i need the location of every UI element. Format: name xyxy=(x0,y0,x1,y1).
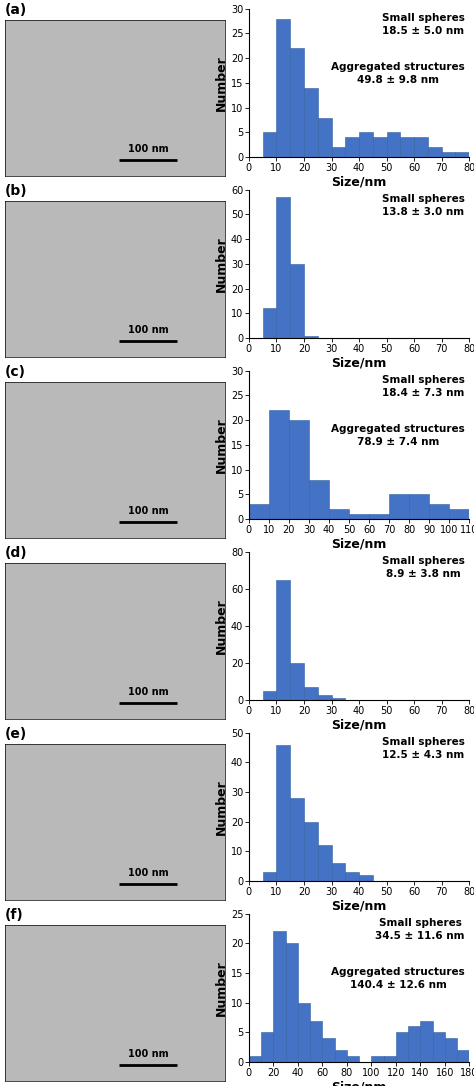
Bar xyxy=(409,494,429,519)
Bar xyxy=(369,514,389,519)
Bar xyxy=(401,137,414,157)
Bar xyxy=(449,509,469,519)
X-axis label: Size/nm: Size/nm xyxy=(331,356,387,369)
Text: (f): (f) xyxy=(5,908,24,922)
Bar xyxy=(290,48,304,157)
Y-axis label: Number: Number xyxy=(215,417,228,472)
Bar xyxy=(373,137,387,157)
Bar xyxy=(289,420,309,519)
Bar xyxy=(445,1038,457,1062)
Text: Aggregated structures
140.4 ± 12.6 nm: Aggregated structures 140.4 ± 12.6 nm xyxy=(331,968,465,989)
Text: 100 nm: 100 nm xyxy=(128,686,168,697)
Y-axis label: Number: Number xyxy=(215,598,228,654)
Bar xyxy=(331,863,345,881)
Bar xyxy=(263,132,276,157)
Text: (b): (b) xyxy=(5,185,27,199)
Bar xyxy=(290,662,304,700)
X-axis label: Size/nm: Size/nm xyxy=(331,176,387,189)
Text: 100 nm: 100 nm xyxy=(128,868,168,877)
Bar xyxy=(359,875,373,881)
Bar xyxy=(359,132,373,157)
Bar xyxy=(429,504,449,519)
Bar xyxy=(276,580,290,700)
Bar xyxy=(396,1033,408,1062)
Bar xyxy=(310,1021,322,1062)
Text: 100 nm: 100 nm xyxy=(128,506,168,516)
Bar xyxy=(387,132,401,157)
Bar xyxy=(371,1057,383,1062)
Bar xyxy=(276,745,290,881)
Bar xyxy=(249,1057,261,1062)
Text: (e): (e) xyxy=(5,728,27,742)
Text: 100 nm: 100 nm xyxy=(128,1049,168,1059)
Text: Aggregated structures
78.9 ± 7.4 nm: Aggregated structures 78.9 ± 7.4 nm xyxy=(331,425,465,446)
Text: 100 nm: 100 nm xyxy=(128,143,168,154)
Text: Small spheres
8.9 ± 3.8 nm: Small spheres 8.9 ± 3.8 nm xyxy=(382,556,465,579)
Text: Small spheres
12.5 ± 4.3 nm: Small spheres 12.5 ± 4.3 nm xyxy=(382,737,465,759)
Bar xyxy=(273,932,285,1062)
Bar xyxy=(285,944,298,1062)
Bar xyxy=(249,504,269,519)
Bar xyxy=(318,117,331,157)
Bar xyxy=(345,872,359,881)
Text: (c): (c) xyxy=(5,365,26,379)
Bar xyxy=(389,494,409,519)
X-axis label: Size/nm: Size/nm xyxy=(331,719,387,732)
Text: 100 nm: 100 nm xyxy=(128,325,168,334)
Y-axis label: Number: Number xyxy=(215,55,228,111)
Bar xyxy=(414,137,428,157)
Bar xyxy=(347,1057,359,1062)
Bar xyxy=(408,1026,420,1062)
Bar xyxy=(345,137,359,157)
Bar xyxy=(290,264,304,338)
Text: Aggregated structures
49.8 ± 9.8 nm: Aggregated structures 49.8 ± 9.8 nm xyxy=(331,62,465,85)
Bar xyxy=(263,308,276,338)
Bar xyxy=(304,336,318,338)
Bar xyxy=(457,1050,469,1062)
Bar xyxy=(322,1038,335,1062)
Bar xyxy=(442,152,456,157)
Bar xyxy=(263,691,276,700)
Text: Small spheres
13.8 ± 3.0 nm: Small spheres 13.8 ± 3.0 nm xyxy=(382,194,465,216)
Bar xyxy=(276,197,290,338)
Text: Small spheres
18.5 ± 5.0 nm: Small spheres 18.5 ± 5.0 nm xyxy=(382,13,465,36)
Bar xyxy=(420,1021,432,1062)
Text: Small spheres
18.4 ± 7.3 nm: Small spheres 18.4 ± 7.3 nm xyxy=(382,375,465,397)
Bar xyxy=(335,1050,347,1062)
X-axis label: Size/nm: Size/nm xyxy=(331,538,387,551)
X-axis label: Size/nm: Size/nm xyxy=(331,899,387,912)
Bar xyxy=(456,152,469,157)
Text: Small spheres
34.5 ± 11.6 nm: Small spheres 34.5 ± 11.6 nm xyxy=(375,918,465,940)
Y-axis label: Number: Number xyxy=(215,779,228,835)
Text: (d): (d) xyxy=(5,546,27,560)
Bar xyxy=(304,88,318,157)
Bar xyxy=(304,822,318,881)
Bar xyxy=(349,514,369,519)
Bar xyxy=(304,687,318,700)
Bar xyxy=(329,509,349,519)
Bar xyxy=(276,18,290,157)
Bar xyxy=(331,148,345,157)
Bar xyxy=(331,698,345,700)
Bar xyxy=(261,1033,273,1062)
X-axis label: Size/nm: Size/nm xyxy=(331,1081,387,1086)
Bar xyxy=(318,695,331,700)
Bar xyxy=(309,480,329,519)
Bar xyxy=(298,1002,310,1062)
Text: (a): (a) xyxy=(5,3,27,17)
Bar xyxy=(383,1057,396,1062)
Bar xyxy=(269,411,289,519)
Y-axis label: Number: Number xyxy=(215,236,228,292)
Bar xyxy=(263,872,276,881)
Bar xyxy=(428,148,442,157)
Bar xyxy=(318,846,331,881)
Bar xyxy=(290,798,304,881)
Y-axis label: Number: Number xyxy=(215,960,228,1015)
Bar xyxy=(432,1033,445,1062)
